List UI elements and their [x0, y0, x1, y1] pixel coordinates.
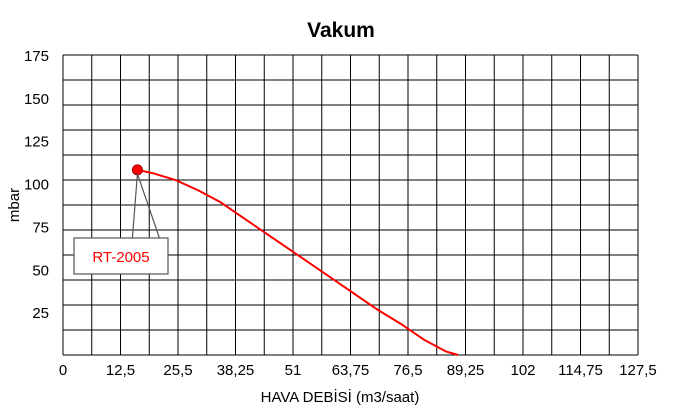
callout: RT-2005: [73, 173, 169, 275]
series-line: [137, 168, 459, 356]
callout-leader: [131, 173, 160, 239]
callout-label: RT-2005: [92, 249, 149, 266]
x-tick-label: 89,25: [447, 362, 485, 379]
x-tick-labels: 0 12,5 25,5 38,25 51 63,75 76,5 89,25 102 114,75 1…: [59, 362, 657, 379]
y-tick-label: 25: [32, 305, 49, 322]
x-tick-label: 25,5: [163, 362, 192, 379]
callout-box: [73, 237, 169, 275]
grid: [62, 54, 639, 356]
x-tick-label: 127,5: [619, 362, 657, 379]
y-tick-labels: 25 50 75 100 125 150 175: [24, 48, 49, 322]
y-tick-label: 150: [24, 91, 49, 108]
x-tick-label: 12,5: [106, 362, 135, 379]
x-axis-label: HAVA DEBİSİ (m3/saat): [261, 388, 420, 406]
x-tick-label: 51: [285, 362, 302, 379]
x-tick-label: 114,75: [558, 362, 603, 379]
y-tick-label: 100: [24, 177, 49, 194]
y-tick-label: 75: [32, 219, 49, 236]
y-axis-label: mbar: [6, 188, 23, 222]
y-tick-label: 175: [24, 48, 49, 65]
x-tick-label: 63,75: [332, 362, 370, 379]
x-tick-label: 0: [59, 362, 67, 379]
x-tick-label: 38,25: [217, 362, 255, 379]
series-layer: [131, 164, 459, 356]
x-tick-label: 102: [510, 362, 535, 379]
chart-title: Vakum: [307, 19, 375, 42]
x-tick-label: 76,5: [393, 362, 422, 379]
y-tick-label: 125: [24, 134, 49, 151]
y-tick-label: 50: [32, 262, 49, 279]
data-point-marker: [131, 164, 143, 176]
